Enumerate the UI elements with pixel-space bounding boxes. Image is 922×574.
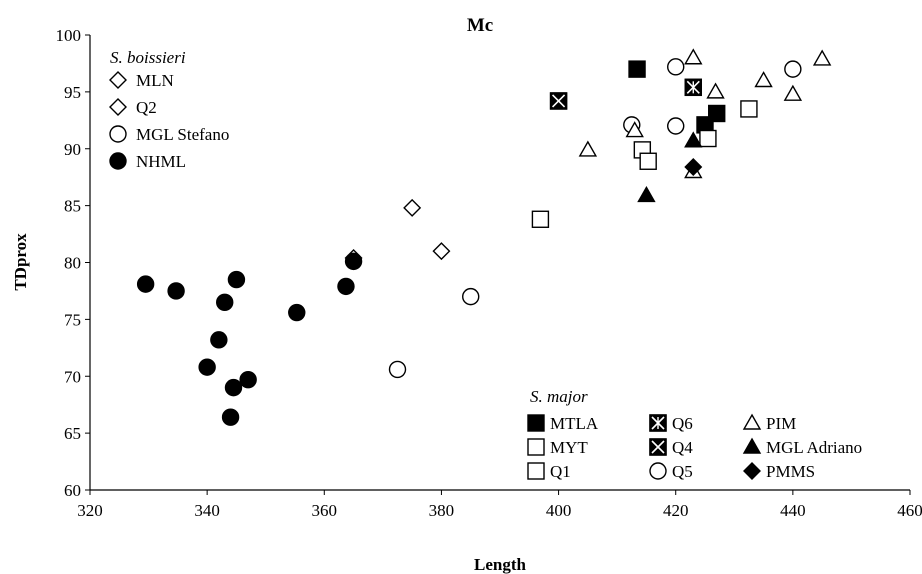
y-tick-label: 65 <box>64 424 81 443</box>
point-nhml <box>224 378 243 397</box>
legend-label-mgl-stefano: MGL Stefano <box>136 125 229 144</box>
legend-label-mln: MLN <box>136 71 174 90</box>
point-myt <box>699 129 717 148</box>
legend-label-mgl-adriano: MGL Adriano <box>766 438 862 457</box>
legend-label-mtla: MTLA <box>550 414 599 433</box>
point-pim <box>625 121 644 138</box>
point-myt <box>740 100 758 118</box>
point-nhml <box>136 275 155 293</box>
legend-marker-mtla <box>527 414 545 432</box>
y-tick-label: 95 <box>64 83 81 102</box>
legend-label-q4: Q4 <box>672 438 693 457</box>
legend-marker-pmms <box>743 462 761 480</box>
legend-label-pmms: PMMS <box>766 462 815 481</box>
x-tick-label: 400 <box>546 501 572 520</box>
y-tick-label: 100 <box>56 26 82 45</box>
y-axis-ticks: 60 65 70 75 80 85 90 95 100 <box>56 26 90 500</box>
point-pim <box>754 71 773 88</box>
point-nhml <box>198 358 216 376</box>
point-nhml <box>216 293 234 312</box>
point-nhml <box>288 303 306 322</box>
legend-marker-q4 <box>649 438 667 456</box>
point-q4 <box>549 92 568 110</box>
y-axis-label: TDprox <box>11 233 30 291</box>
y-tick-label: 90 <box>64 140 81 159</box>
legend-label-q2: Q2 <box>136 98 157 117</box>
legend-label-pim: PIM <box>766 414 796 433</box>
legend-label-myt: MYT <box>550 438 588 457</box>
point-q5 <box>667 117 685 135</box>
y-tick-label: 60 <box>64 481 81 500</box>
point-nhml <box>337 277 355 296</box>
point-mgl-stefano <box>388 360 407 379</box>
x-tick-label: 440 <box>780 501 806 520</box>
legend-label-q6: Q6 <box>672 414 693 433</box>
x-tick-label: 360 <box>312 501 338 520</box>
y-tick-label: 75 <box>64 310 81 329</box>
legend-title-s-major: S. major <box>530 387 588 406</box>
point-mln <box>403 198 422 217</box>
point-mtla <box>708 104 726 123</box>
point-pim <box>783 84 803 101</box>
y-tick-label: 80 <box>64 254 81 273</box>
point-q5 <box>667 58 685 76</box>
y-tick-label: 70 <box>64 367 81 386</box>
chart-title: Mc <box>467 15 493 36</box>
legend-label-nhml: NHML <box>136 152 186 171</box>
legend-s-boissieri: S. boissieri MLN Q2 MGL Stefano NHML <box>109 48 229 171</box>
legend-marker-mgl-adriano <box>742 437 762 454</box>
legend-marker-pim <box>742 413 762 430</box>
point-nhml <box>239 370 257 389</box>
legend-marker-q2 <box>109 98 127 116</box>
legend-marker-mln <box>109 71 127 89</box>
legend-label-q5: Q5 <box>672 462 693 481</box>
legend-marker-q1 <box>527 462 545 480</box>
legend-marker-q6 <box>649 414 667 432</box>
point-nhml <box>210 331 228 349</box>
x-tick-label: 460 <box>897 501 922 520</box>
point-myt <box>639 152 657 170</box>
legend-marker-nhml <box>109 152 127 170</box>
data-points <box>136 48 832 426</box>
point-nhml <box>221 408 240 426</box>
x-tick-label: 420 <box>663 501 689 520</box>
x-axis-ticks: 320 340 360 380 400 420 440 460 <box>77 490 922 520</box>
point-mgl-adriano <box>637 185 656 203</box>
legend-label-q1: Q1 <box>550 462 571 481</box>
point-pmms <box>684 157 703 176</box>
point-mgl-adriano <box>684 131 703 148</box>
point-pim <box>684 48 703 65</box>
legend-title-s-boissieri: S. boissieri <box>110 48 186 67</box>
point-nhml <box>167 282 185 300</box>
point-q6 <box>684 78 702 97</box>
point-mtla <box>628 60 646 78</box>
point-q5 <box>784 60 802 78</box>
x-tick-label: 320 <box>77 501 103 520</box>
point-myt <box>531 210 550 228</box>
point-mgl-stefano <box>462 287 480 306</box>
y-tick-label: 85 <box>64 197 81 216</box>
x-tick-label: 380 <box>429 501 455 520</box>
legend-s-major: S. major MTLA MYT Q1 Q6 Q4 Q5 PIM MGL Adriano PM… <box>527 387 862 481</box>
x-tick-label: 340 <box>194 501 220 520</box>
point-pim <box>578 140 598 157</box>
point-nhml <box>344 252 363 271</box>
point-pim <box>812 49 832 66</box>
point-mln <box>432 242 451 261</box>
legend-marker-q5 <box>649 462 667 480</box>
legend-marker-myt <box>527 438 545 456</box>
point-pim <box>706 82 725 99</box>
legend-marker-mgl-stefano <box>109 125 127 143</box>
point-nhml <box>227 270 246 289</box>
x-axis-label: Length <box>474 555 527 574</box>
